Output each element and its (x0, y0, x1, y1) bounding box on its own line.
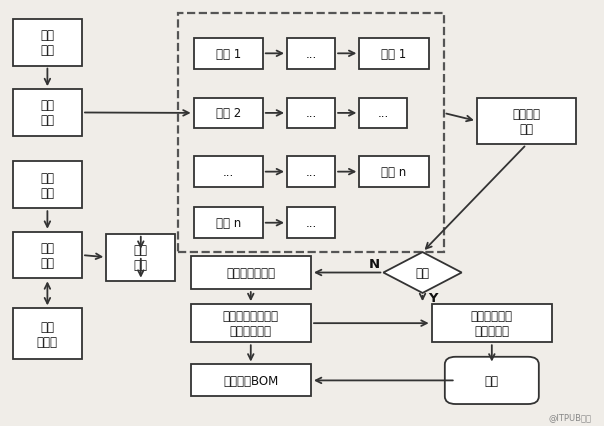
Bar (359, 157, 429, 187)
Text: Y: Y (429, 291, 438, 304)
Bar (193, 39, 263, 69)
Polygon shape (384, 253, 461, 293)
Text: 成功: 成功 (416, 266, 429, 279)
Bar (13, 90, 82, 137)
Bar (432, 304, 552, 343)
Text: 存储该零部件及信
息到零部件库: 存储该零部件及信 息到零部件库 (223, 309, 279, 337)
Bar (287, 39, 335, 69)
Text: 需求
产品: 需求 产品 (40, 29, 54, 57)
Bar (13, 20, 82, 66)
Bar (106, 234, 175, 281)
Text: 重新设计零部件: 重新设计零部件 (226, 266, 275, 279)
Bar (193, 208, 263, 239)
Bar (178, 14, 443, 252)
Bar (477, 98, 576, 145)
Text: 机构 1: 机构 1 (216, 48, 241, 60)
Text: 配置
规则库: 配置 规则库 (37, 320, 58, 348)
Text: 搜索零部
件库: 搜索零部 件库 (512, 108, 541, 135)
Bar (193, 157, 263, 187)
Text: ...: ... (378, 107, 389, 120)
Bar (359, 98, 408, 129)
Text: ...: ... (306, 166, 316, 179)
Text: N: N (369, 258, 380, 271)
Text: 生成新的BOM: 生成新的BOM (223, 374, 278, 387)
Text: 功能
分解: 功能 分解 (40, 99, 54, 127)
Bar (359, 39, 429, 69)
Bar (193, 98, 263, 129)
Bar (287, 157, 335, 187)
Text: ...: ... (306, 217, 316, 230)
Text: ...: ... (222, 166, 234, 179)
Text: @ITPUB博客: @ITPUB博客 (548, 412, 591, 421)
Bar (13, 162, 82, 209)
Text: ...: ... (306, 48, 316, 60)
Text: 配置
规则: 配置 规则 (40, 242, 54, 269)
Text: 机构 n: 机构 n (216, 217, 241, 230)
Text: 存储该零部件
到具体结构: 存储该零部件 到具体结构 (471, 309, 513, 337)
Bar (287, 98, 335, 129)
Text: ...: ... (306, 107, 316, 120)
Text: 部件 n: 部件 n (381, 166, 406, 179)
Text: 配置
条件: 配置 条件 (134, 244, 148, 271)
Bar (190, 304, 311, 343)
Text: 用户
需求: 用户 需求 (40, 171, 54, 199)
Bar (190, 256, 311, 289)
Text: 结束: 结束 (485, 374, 499, 387)
Bar (190, 365, 311, 397)
Bar (287, 208, 335, 239)
FancyBboxPatch shape (445, 357, 539, 404)
Bar (13, 232, 82, 279)
Bar (13, 308, 82, 360)
Text: 部件 1: 部件 1 (381, 48, 406, 60)
Text: 机构 2: 机构 2 (216, 107, 241, 120)
